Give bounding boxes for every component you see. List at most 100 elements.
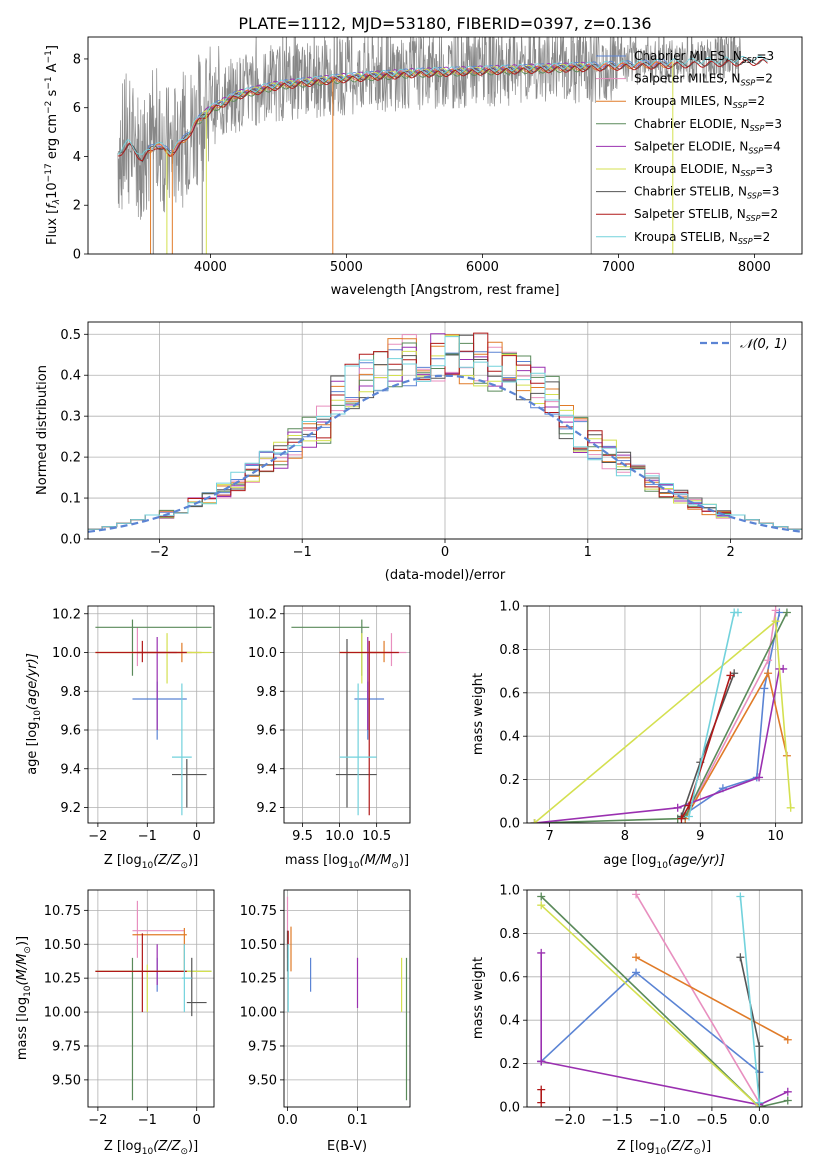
plot-area (537, 890, 792, 1107)
series-marker (755, 773, 764, 782)
x-tick-label: 0.0 (277, 1113, 298, 1128)
y-tick-label: 0.6 (499, 970, 520, 985)
y-tick-label: 10.00 (240, 1006, 277, 1021)
series-marker (736, 892, 745, 901)
y-tick-label: 0.2 (499, 1057, 520, 1072)
y-tick-label: 9.2 (256, 801, 277, 816)
errorbar-point (339, 633, 385, 684)
y-axis-label: age [log10(age/yr)] (25, 653, 43, 775)
axes-frame (87, 889, 215, 1108)
y-tick-label: 0.6 (499, 686, 520, 701)
series-marker (764, 656, 773, 665)
errorbar-point (172, 683, 192, 816)
y-tick-label: 0 (73, 248, 81, 263)
y-tick-label: 0.8 (499, 643, 520, 658)
x-tick-label: −1 (293, 545, 312, 560)
y-tick-label: 9.50 (52, 1073, 81, 1088)
errorbar-point (137, 944, 177, 985)
x-tick-label: 0 (193, 829, 201, 844)
x-tick-label: 0.0 (749, 1113, 770, 1128)
x-tick-label: −0.5 (696, 1113, 728, 1128)
y-tick-label: 8 (73, 52, 81, 67)
model-spectrum-salpeter-stelib (117, 59, 768, 162)
y-axis-label: Flux [fλ10−17 erg cm−2 s−1 A−1] (44, 45, 62, 245)
x-tick-label: 8 (621, 829, 629, 844)
y-tick-label: 0.0 (499, 1101, 520, 1116)
legend-label: Salpeter ELODIE, NSSP=4 (634, 139, 781, 155)
weight-vs-age-axes: 7 8 9 10 0.0 0.2 0.4 0.6 0.8 1.0 age [log10(age/yr… (471, 600, 803, 871)
y-tick-label: 0.4 (499, 730, 520, 745)
legend-label: Chabrier ELODIE, NSSP=3 (634, 117, 782, 133)
series-line-kroupa-stelib (739, 896, 761, 1103)
x-tick-label: 0 (193, 1113, 201, 1128)
x-tick-label: 8000 (738, 260, 771, 275)
x-tick-label: 7 (545, 829, 553, 844)
series-line-salpeter-elodie (540, 952, 789, 1106)
x-axis-label: Z [log10(Z/Z⊙)] (104, 853, 198, 871)
y-axis-label: mass weight (471, 957, 486, 1039)
x-tick-label: 4000 (194, 260, 227, 275)
series-marker (733, 608, 742, 617)
hist-kroupa-stelib (88, 336, 802, 530)
series-marker (530, 819, 539, 823)
model-spectrum-salpeter-elodie (196, 61, 591, 123)
series-marker (632, 953, 641, 962)
series-line-chabrier-stelib (739, 957, 761, 1103)
errorbar-point (181, 944, 192, 1013)
model-spectrum-kroupa-stelib (117, 55, 768, 155)
x-tick-label: 7000 (602, 260, 635, 275)
plot-area (95, 900, 212, 1101)
age-vs-Z-axes: −2 −1 0 9.2 9.4 9.6 9.8 10.0 10.2 Z [log10(Z/Z⊙)]… (25, 605, 215, 871)
series-marker (783, 1087, 792, 1096)
axes-frame (283, 605, 411, 824)
errorbar-point (95, 640, 187, 663)
errorbar-point (172, 759, 207, 808)
data-spectrum (117, 37, 741, 220)
spectrum-axes: 4000 5000 6000 7000 8000 0 2 4 6 8 Flux [fλ10−17 e… (44, 36, 803, 298)
y-tick-label: 10.2 (248, 607, 277, 622)
x-axis-label: mass [log10(M/M⊙)] (285, 853, 409, 871)
series-marker (537, 892, 546, 901)
figure-title: PLATE=1112, MJD=53180, FIBERID=0397, z=0… (238, 14, 651, 33)
y-tick-label: 10.75 (240, 904, 277, 919)
y-tick-label: 0.0 (60, 533, 81, 548)
y-tick-label: 10.25 (44, 972, 81, 987)
x-axis-label: E(B-V) (327, 1139, 367, 1154)
axes-frame (283, 889, 411, 1108)
x-tick-label: −1 (138, 829, 157, 844)
y-tick-label: 9.75 (248, 1039, 277, 1054)
x-tick-label: 0 (441, 545, 449, 560)
axes-frame (87, 36, 803, 255)
series-line-chabrier-miles (540, 971, 760, 1073)
legend-label: Salpeter MILES, NSSP=2 (634, 72, 773, 88)
y-tick-label: 0.3 (60, 410, 81, 425)
series-marker (537, 1085, 546, 1094)
plot-area (286, 896, 408, 1101)
series-marker (537, 901, 546, 910)
axes-frame (526, 605, 803, 824)
x-tick-label: 10.5 (362, 829, 391, 844)
series-marker (782, 608, 791, 617)
y-tick-label: 10.25 (240, 972, 277, 987)
x-tick-label: 10.0 (325, 829, 354, 844)
series-marker (677, 814, 686, 823)
errorbar-point (137, 637, 177, 730)
y-tick-label: 0.1 (60, 492, 81, 507)
y-axis-label: Normed distribution (35, 365, 50, 495)
y-tick-label: 10.75 (44, 904, 81, 919)
errorbar-point (369, 633, 407, 667)
y-tick-label: 0.8 (499, 927, 520, 942)
series-marker (755, 1098, 764, 1107)
errorbar-point (95, 619, 212, 676)
y-axis-label: mass weight (471, 673, 486, 755)
series-marker (771, 606, 780, 615)
y-tick-label: 10.00 (44, 1006, 81, 1021)
series-marker (537, 1098, 546, 1107)
y-tick-label: 9.8 (60, 685, 81, 700)
normal-curve (88, 374, 802, 533)
x-tick-label: 9 (696, 829, 704, 844)
x-axis-label: (data-model)/error (385, 568, 506, 583)
series-marker (755, 1042, 764, 1051)
errorbar-point (132, 900, 185, 958)
